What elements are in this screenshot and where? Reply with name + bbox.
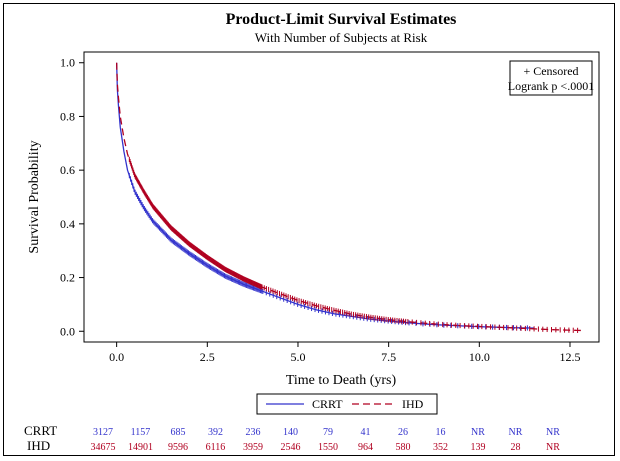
series-ihd-line — [115, 62, 581, 332]
risk-value-crrt: 140 — [283, 427, 298, 438]
figure-frame — [3, 3, 615, 456]
risk-value-crrt: NR — [509, 427, 523, 438]
y-axis: 0.0 0.2 0.4 0.6 0.8 1.0 — [60, 56, 84, 338]
risk-value-ihd: 352 — [433, 442, 448, 453]
risk-value-ihd: NR — [546, 442, 560, 453]
risk-value-crrt: 26 — [398, 427, 408, 438]
y-tick-label: 0.0 — [60, 324, 75, 338]
logrank-text: Logrank p <.0001 — [508, 79, 594, 93]
risk-value-crrt: 79 — [323, 427, 333, 438]
inset-legend: + Censored Logrank p <.0001 — [508, 60, 594, 96]
risk-row-label-ihd: IHD — [27, 438, 50, 453]
chart-subtitle: With Number of Subjects at Risk — [255, 30, 428, 45]
x-axis: 0.0 2.5 5.0 7.5 10.0 12.5 — [109, 342, 580, 364]
legend: CRRT IHD — [256, 393, 438, 415]
inset-legend-box — [509, 60, 593, 96]
risk-value-crrt: 685 — [171, 427, 186, 438]
legend-ihd-label: IHD — [402, 397, 424, 411]
risk-value-crrt: NR — [546, 427, 560, 438]
x-tick-label: 12.5 — [559, 350, 580, 364]
risk-value-ihd: 3959 — [243, 442, 263, 453]
legend-box — [256, 393, 438, 415]
x-tick-label: 10.0 — [469, 350, 490, 364]
risk-value-crrt: 3127 — [93, 427, 113, 438]
risk-value-ihd: 34675 — [91, 442, 116, 453]
survival-curves — [115, 62, 581, 332]
series-crrt-line — [115, 62, 534, 329]
y-tick-label: 0.6 — [60, 163, 75, 177]
y-axis-label: Survival Probability — [27, 140, 42, 253]
y-tick-label: 0.8 — [60, 109, 75, 123]
x-tick-label: 0.0 — [109, 350, 124, 364]
y-tick-label: 0.4 — [60, 217, 75, 231]
risk-row-label-crrt: CRRT — [24, 423, 57, 438]
x-tick-label: 7.5 — [381, 350, 396, 364]
risk-value-crrt: 392 — [208, 427, 223, 438]
x-tick-label: 5.0 — [290, 350, 305, 364]
risk-value-ihd: 964 — [358, 442, 373, 453]
legend-crrt-label: CRRT — [312, 397, 343, 411]
y-tick-label: 0.2 — [60, 271, 75, 285]
risk-value-ihd: 139 — [471, 442, 486, 453]
risk-value-ihd: 1550 — [318, 442, 338, 453]
plot-area — [83, 51, 600, 343]
risk-value-crrt: 41 — [361, 427, 371, 438]
risk-table: CRRT IHD 3127 1157 685 392 236 140 79 41 26 16 NR N… — [24, 423, 560, 453]
censor-marks — [128, 156, 579, 333]
x-tick-label: 2.5 — [200, 350, 215, 364]
y-tick-label: 1.0 — [60, 56, 75, 70]
risk-value-crrt: 1157 — [131, 427, 151, 438]
risk-value-ihd: 580 — [396, 442, 411, 453]
risk-value-ihd: 6116 — [206, 442, 226, 453]
censored-legend-text: + Censored — [523, 64, 578, 78]
risk-value-ihd: 28 — [511, 442, 521, 453]
risk-value-crrt: 236 — [246, 427, 261, 438]
risk-value-crrt: 16 — [436, 427, 446, 438]
risk-value-crrt: NR — [471, 427, 485, 438]
risk-value-ihd: 2546 — [281, 442, 301, 453]
x-axis-label: Time to Death (yrs) — [286, 373, 397, 388]
risk-value-ihd: 14901 — [128, 442, 153, 453]
risk-value-ihd: 9596 — [168, 442, 188, 453]
chart-title: Product-Limit Survival Estimates — [226, 11, 457, 28]
